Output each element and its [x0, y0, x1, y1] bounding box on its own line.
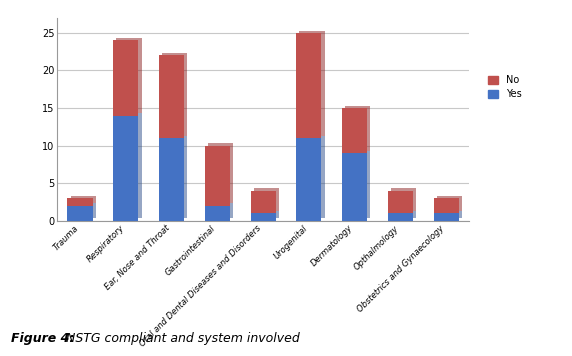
Bar [117, 113, 142, 219]
Bar [434, 213, 459, 221]
Bar [391, 211, 416, 219]
Bar [434, 198, 459, 213]
Bar [437, 196, 462, 211]
Bar [251, 191, 276, 213]
Bar [388, 213, 413, 221]
Bar [345, 106, 371, 151]
Bar [300, 136, 325, 219]
Bar [251, 213, 276, 221]
Bar [208, 203, 233, 219]
Bar [113, 115, 138, 221]
Bar [113, 40, 138, 115]
Bar [162, 136, 188, 219]
Bar [117, 38, 142, 113]
Bar [391, 188, 416, 211]
Bar [296, 33, 321, 138]
Bar [71, 203, 96, 219]
Bar [296, 138, 321, 221]
Bar [205, 206, 230, 221]
Bar [208, 143, 233, 203]
Bar [162, 53, 188, 136]
Bar [342, 108, 367, 153]
Bar [345, 151, 371, 219]
Text: Figure 4:: Figure 4: [11, 332, 79, 345]
Bar [254, 188, 279, 211]
Bar [342, 153, 367, 221]
Bar [67, 198, 93, 206]
Bar [67, 206, 93, 221]
Bar [300, 31, 325, 136]
Legend: No, Yes: No, Yes [486, 73, 523, 101]
Bar [71, 196, 96, 203]
Bar [254, 211, 279, 219]
Bar [159, 138, 184, 221]
Text: NSTG compliant and system involved: NSTG compliant and system involved [66, 332, 300, 345]
Bar [437, 211, 462, 219]
Bar [205, 146, 230, 206]
Bar [159, 56, 184, 138]
Bar [388, 191, 413, 213]
